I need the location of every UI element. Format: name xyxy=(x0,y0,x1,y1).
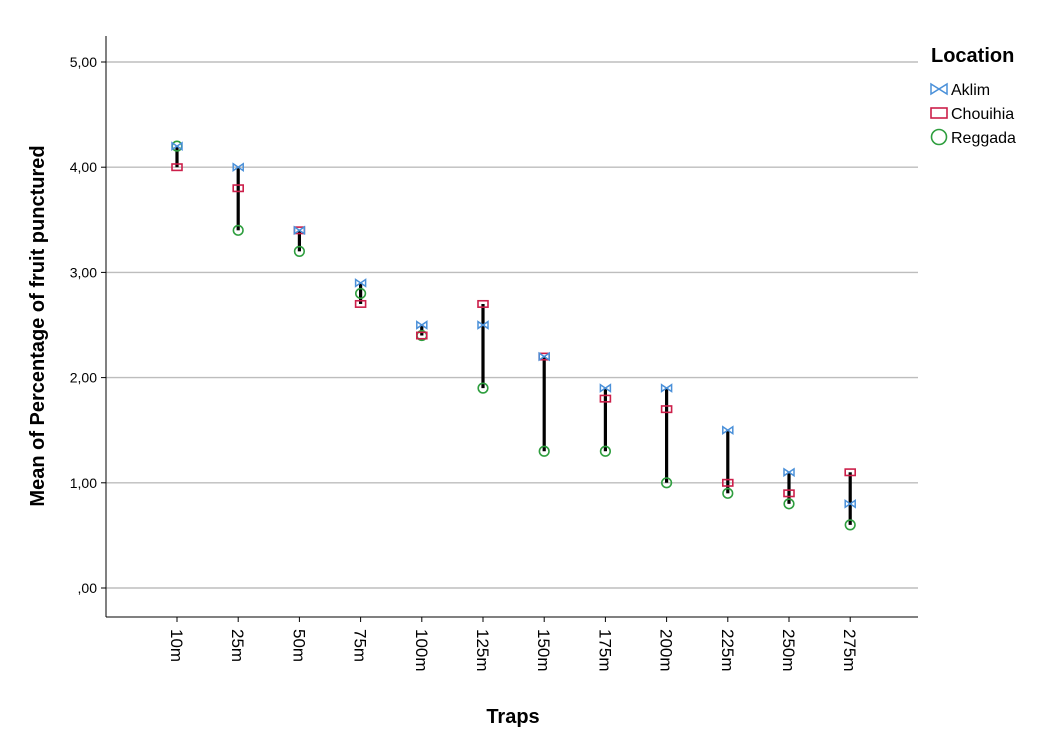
y-tick-label: 1,00 xyxy=(70,475,97,491)
marker-reggada xyxy=(599,445,612,457)
x-tick-label: 10m xyxy=(167,629,186,662)
marker-aklim xyxy=(477,320,489,330)
marker-aklim xyxy=(660,383,673,393)
marker-reggada xyxy=(232,224,244,236)
marker-chouihia xyxy=(415,331,428,340)
legend-title: Location xyxy=(931,45,1014,67)
y-ticks: ,00 1,00 2,00 3,00 4,00 5,00 xyxy=(70,54,106,596)
marker-reggada xyxy=(477,382,489,394)
legend-label: Aklim xyxy=(951,82,990,99)
y-axis-title: Mean of Percentage of fruit punctured xyxy=(27,145,49,506)
marker-chouihia xyxy=(599,394,612,403)
legend-items: Aklim Chouihia Reggada xyxy=(930,82,1016,147)
marker-aklim xyxy=(599,383,612,393)
marker-aklim xyxy=(722,425,734,436)
marker-chouihia xyxy=(171,163,183,172)
marker-chouihia xyxy=(354,299,367,308)
x-tick-label: 25m xyxy=(228,629,247,662)
y-tick-label: 5,00 xyxy=(70,54,97,70)
legend-item-chouihia: Chouihia xyxy=(930,106,1014,123)
marker-chouihia xyxy=(660,405,673,414)
marker-reggada xyxy=(660,477,673,489)
x-tick-label: 50m xyxy=(289,629,308,662)
y-tick-label: 3,00 xyxy=(70,264,97,280)
marker-aklim xyxy=(783,467,795,478)
marker-reggada xyxy=(844,519,856,531)
marker-aklim xyxy=(232,162,244,173)
marker-reggada xyxy=(293,245,306,257)
legend-label: Chouihia xyxy=(951,106,1014,123)
y-tick-label: ,00 xyxy=(78,580,98,596)
x-tick-label: 275m xyxy=(840,629,859,672)
marker-reggada xyxy=(538,445,550,457)
marker-chouihia xyxy=(232,184,244,193)
marker-chouihia xyxy=(844,468,857,477)
marker-chouihia xyxy=(783,489,795,498)
y-tick-label: 2,00 xyxy=(70,370,97,386)
marker-aklim xyxy=(844,499,856,509)
legend-marker xyxy=(930,128,948,146)
marker-aklim xyxy=(354,278,367,288)
marker-chouihia xyxy=(721,478,734,487)
legend-item-aklim: Aklim xyxy=(930,82,990,99)
x-tick-label: 225m xyxy=(718,629,737,672)
markers xyxy=(171,140,857,531)
x-tick-label: 200m xyxy=(657,629,676,672)
x-tick-label: 75m xyxy=(351,629,370,662)
x-ticks: 10m 25m 50m 75m 100m 125m 150m 175m 200m 225m 250m… xyxy=(167,617,859,672)
grid-lines xyxy=(106,61,918,589)
axes xyxy=(105,36,918,618)
legend-marker xyxy=(930,82,948,96)
x-tick-label: 150m xyxy=(534,629,553,672)
marker-reggada xyxy=(722,487,734,499)
marker-reggada xyxy=(355,287,367,300)
marker-aklim xyxy=(416,320,428,330)
x-axis-title: Traps xyxy=(486,706,539,728)
legend-label: Reggada xyxy=(951,130,1016,147)
legend-marker xyxy=(930,107,948,119)
x-tick-label: 125m xyxy=(473,629,492,672)
x-tick-label: 250m xyxy=(779,629,798,672)
x-tick-label: 100m xyxy=(412,629,431,672)
legend-item-reggada: Reggada xyxy=(930,128,1016,147)
marker-aklim xyxy=(538,351,550,362)
marker-reggada xyxy=(783,498,795,510)
marker-aklim xyxy=(171,141,183,151)
marker-aklim xyxy=(293,225,306,236)
y-tick-label: 4,00 xyxy=(70,159,97,175)
drop-lines xyxy=(175,146,852,525)
legend: Location Aklim Chouihia Reggada xyxy=(930,45,1016,147)
marker-chouihia xyxy=(477,299,489,308)
x-tick-label: 175m xyxy=(595,629,614,672)
